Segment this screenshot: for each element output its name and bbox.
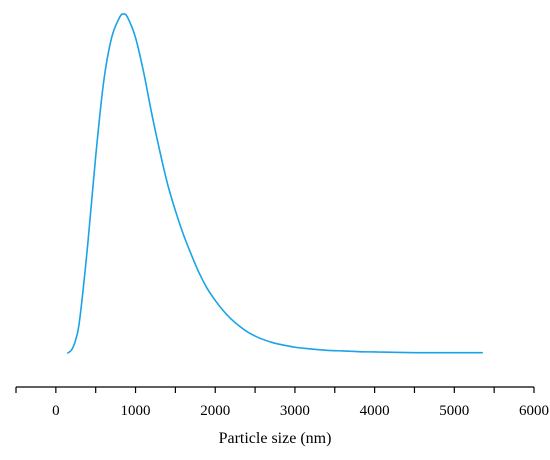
- series-layer: [67, 13, 483, 354]
- series-line: [67, 13, 483, 354]
- x-axis: 0 1000 2000 3000 4000 5000 6000: [15, 386, 549, 419]
- x-tick-label: 5000: [439, 403, 469, 419]
- x-tick-label: 4000: [360, 403, 390, 419]
- x-tick-label: 1000: [121, 403, 151, 419]
- x-tick-label: 2000: [200, 403, 230, 419]
- x-tick-label: 0: [52, 403, 60, 419]
- x-tick-label: 6000: [519, 403, 549, 419]
- x-tick-label: 3000: [280, 403, 310, 419]
- x-axis-title: Particle size (nm): [219, 430, 332, 447]
